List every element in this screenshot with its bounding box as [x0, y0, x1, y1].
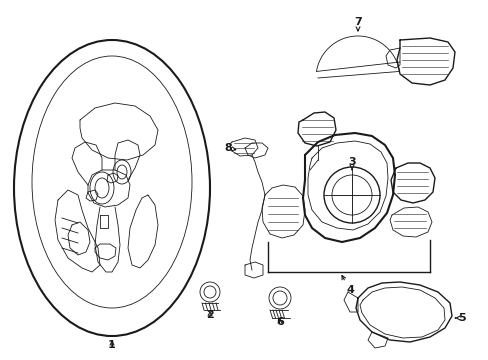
Text: 3: 3 — [347, 157, 355, 170]
Text: 2: 2 — [206, 310, 213, 320]
Text: 5: 5 — [454, 313, 465, 323]
Text: 4: 4 — [341, 275, 353, 295]
Text: 1: 1 — [108, 340, 116, 350]
Text: 8: 8 — [224, 143, 235, 153]
Text: 6: 6 — [276, 317, 284, 327]
Text: 7: 7 — [353, 17, 361, 31]
